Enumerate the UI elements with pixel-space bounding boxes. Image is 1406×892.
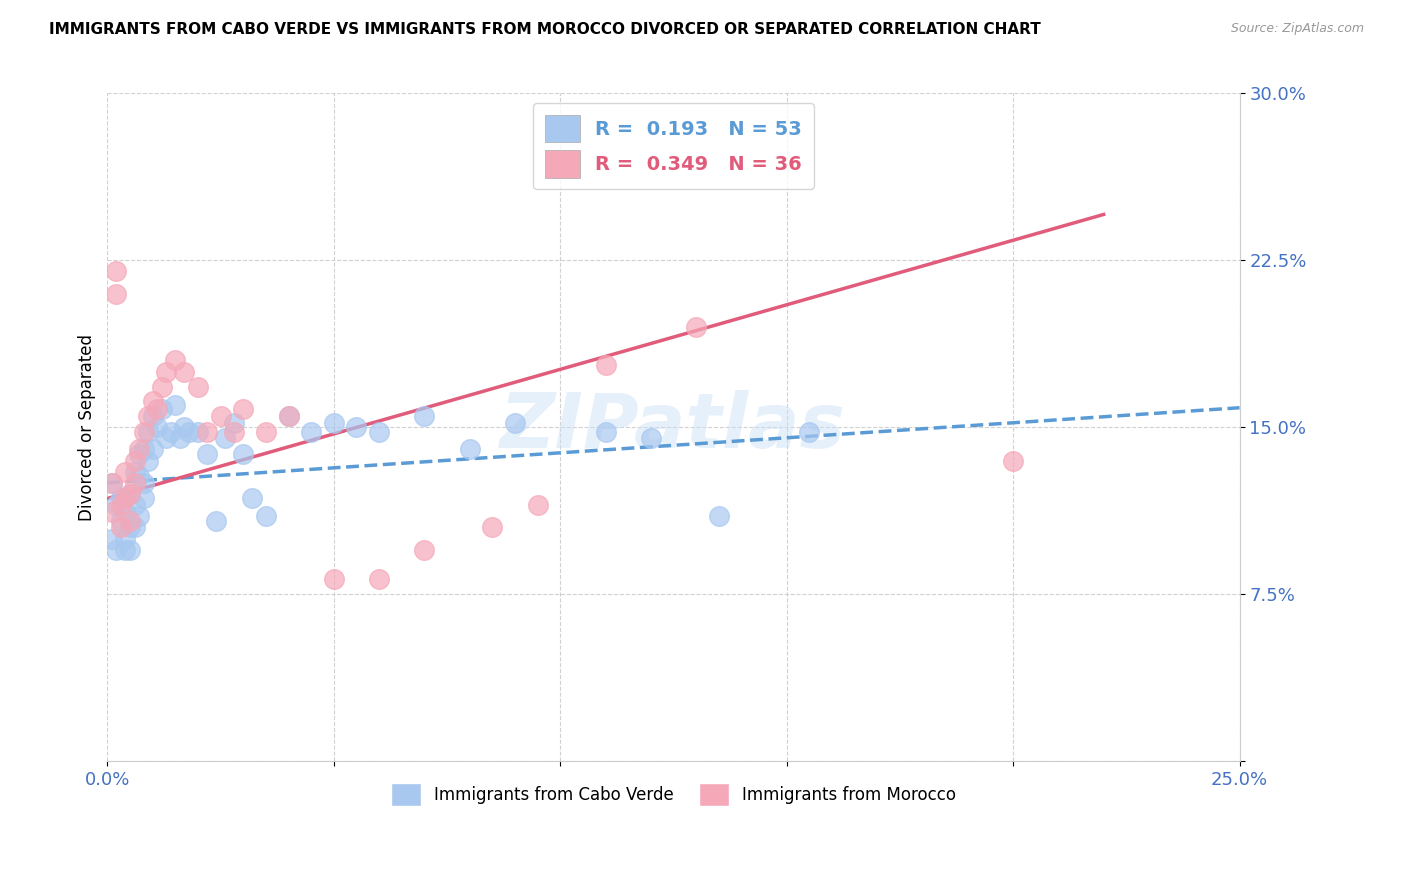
Point [114,505,136,519]
Point [105,286,128,301]
Point [173,420,195,434]
Point [128,442,150,457]
Point [105,498,128,512]
Point [277,409,299,423]
Point [640,431,662,445]
Point [128,447,150,461]
Point [503,416,526,430]
Point [205,514,228,528]
Point [224,416,246,430]
Point [707,509,730,524]
Point [169,431,191,445]
Text: Source: ZipAtlas.com: Source: ZipAtlas.com [1230,22,1364,36]
Point [105,264,128,278]
Point [413,542,436,557]
Point [114,532,136,546]
Point [124,520,146,534]
Point [128,509,150,524]
Text: ZIPatlas: ZIPatlas [501,390,846,464]
Point [110,520,132,534]
Point [101,505,124,519]
Point [299,425,322,439]
Point [150,402,173,417]
Point [124,498,146,512]
Point [124,465,146,479]
Point [240,491,263,506]
Point [118,487,141,501]
Point [118,514,141,528]
Point [118,487,141,501]
Point [146,402,169,417]
Point [165,353,187,368]
Point [322,416,344,430]
Point [481,520,503,534]
Text: IMMIGRANTS FROM CABO VERDE VS IMMIGRANTS FROM MOROCCO DIVORCED OR SEPARATED CORR: IMMIGRANTS FROM CABO VERDE VS IMMIGRANTS… [49,22,1040,37]
Point [124,453,146,467]
Point [526,498,548,512]
Point [368,425,391,439]
Point [458,442,481,457]
Point [232,402,254,417]
Point [346,420,368,434]
Point [132,475,155,490]
Point [595,358,617,372]
Point [1002,453,1025,467]
Point [195,425,218,439]
Point [142,442,165,457]
Point [413,409,436,423]
Point [322,572,344,586]
Point [136,409,159,423]
Point [150,380,173,394]
Point [132,425,155,439]
Point [187,380,209,394]
Point [101,532,124,546]
Point [118,542,141,557]
Point [146,420,169,434]
Point [110,514,132,528]
Point [101,475,124,490]
Point [114,542,136,557]
Point [232,447,254,461]
Point [124,475,146,490]
Point [136,453,159,467]
Point [110,498,132,512]
Point [209,409,232,423]
Point [159,425,181,439]
Point [173,365,195,379]
Point [132,491,155,506]
Point [254,425,277,439]
Point [277,409,299,423]
Point [132,442,155,457]
Point [595,425,617,439]
Point [165,398,187,412]
Point [136,425,159,439]
Point [105,542,128,557]
Point [155,365,177,379]
Point [195,447,218,461]
Point [685,320,707,334]
Point [187,425,209,439]
Point [114,465,136,479]
Point [118,520,141,534]
Point [110,491,132,506]
Point [128,469,150,483]
Point [142,393,165,408]
Legend: Immigrants from Cabo Verde, Immigrants from Morocco: Immigrants from Cabo Verde, Immigrants f… [384,776,963,813]
Point [214,431,236,445]
Point [224,425,246,439]
Point [177,425,200,439]
Y-axis label: Divorced or Separated: Divorced or Separated [79,334,96,521]
Point [114,491,136,506]
Point [155,431,177,445]
Point [254,509,277,524]
Point [101,475,124,490]
Point [799,425,821,439]
Point [142,409,165,423]
Point [368,572,391,586]
